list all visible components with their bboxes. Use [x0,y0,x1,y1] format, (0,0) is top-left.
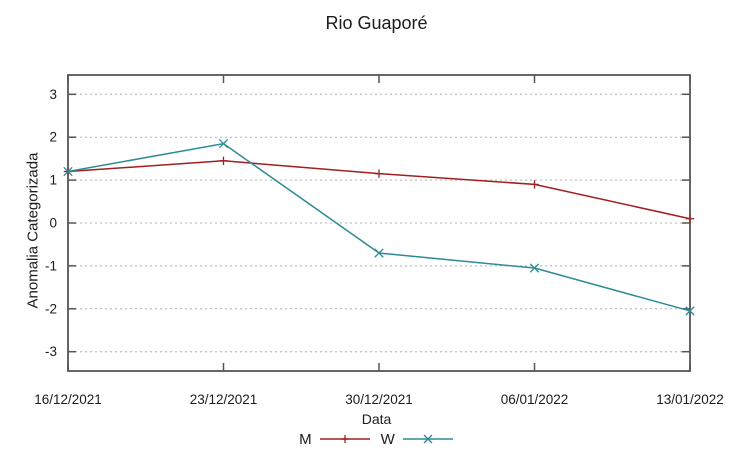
x-tick-label: 06/01/2022 [501,392,569,407]
x-tick-label: 30/12/2021 [345,392,413,407]
marker-W [529,263,540,273]
y-tick-label: 3 [49,87,57,102]
y-tick-label: 0 [49,216,57,231]
y-tick-label: 2 [49,130,57,145]
y-tick-label: -1 [45,258,57,273]
x-axis-label: Data [361,411,392,427]
y-tick-label: 1 [49,173,57,188]
legend-label-M: M [299,430,312,448]
legend-sample-W [402,434,453,444]
legend-item-W: W [381,431,454,448]
series-line-W [67,142,691,312]
y-tick-label: -2 [45,301,57,316]
x-tick-label: 23/12/2021 [190,392,258,407]
legend-sample-M [319,435,370,443]
x-tick-label: 13/01/2022 [656,392,724,407]
chart-title: Rio Guaporé [325,13,428,33]
y-tick-label: -3 [45,344,57,359]
marker-W [63,166,73,177]
x-tick-label: 16/12/2021 [34,392,102,407]
legend-marker-W [423,434,433,444]
plot-border [67,74,691,372]
marker-W [218,138,229,149]
marker-W [374,248,384,258]
marker-W [685,306,695,316]
legend-item-M: M [299,431,371,448]
legend-label-W: W [380,430,395,448]
